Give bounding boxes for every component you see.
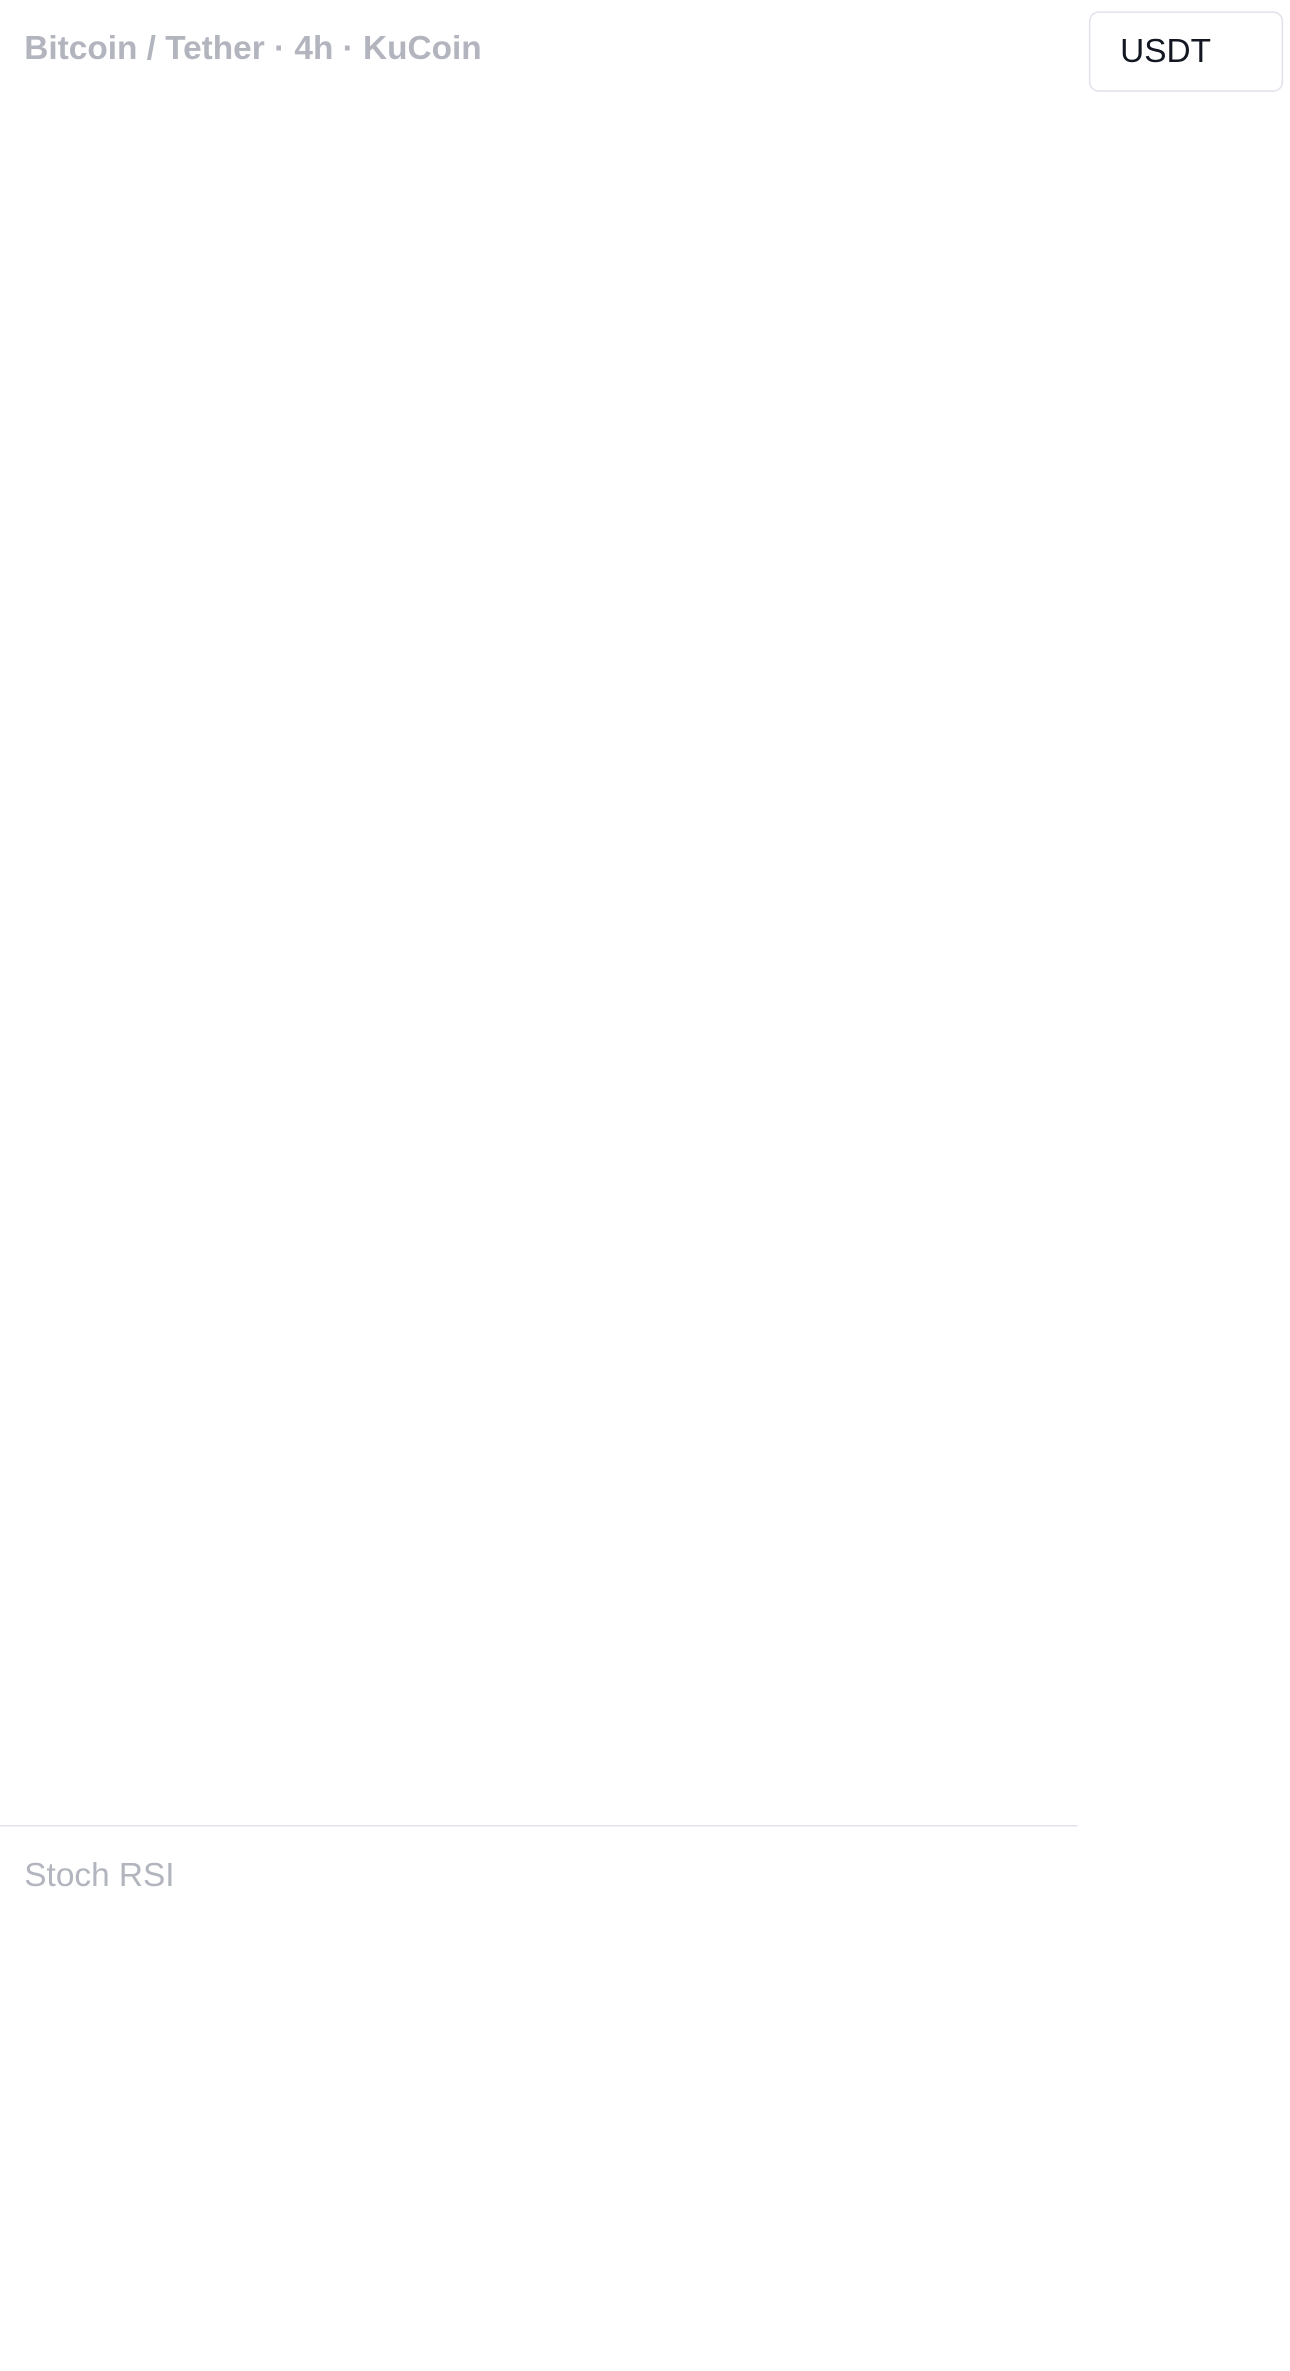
currency-label[interactable]: USDT [1120,33,1211,70]
indicator-title: Stoch RSI [24,1857,174,1894]
currency-button[interactable] [1088,11,1284,92]
chart-title: Bitcoin / Tether · 4h · KuCoin [24,30,481,67]
